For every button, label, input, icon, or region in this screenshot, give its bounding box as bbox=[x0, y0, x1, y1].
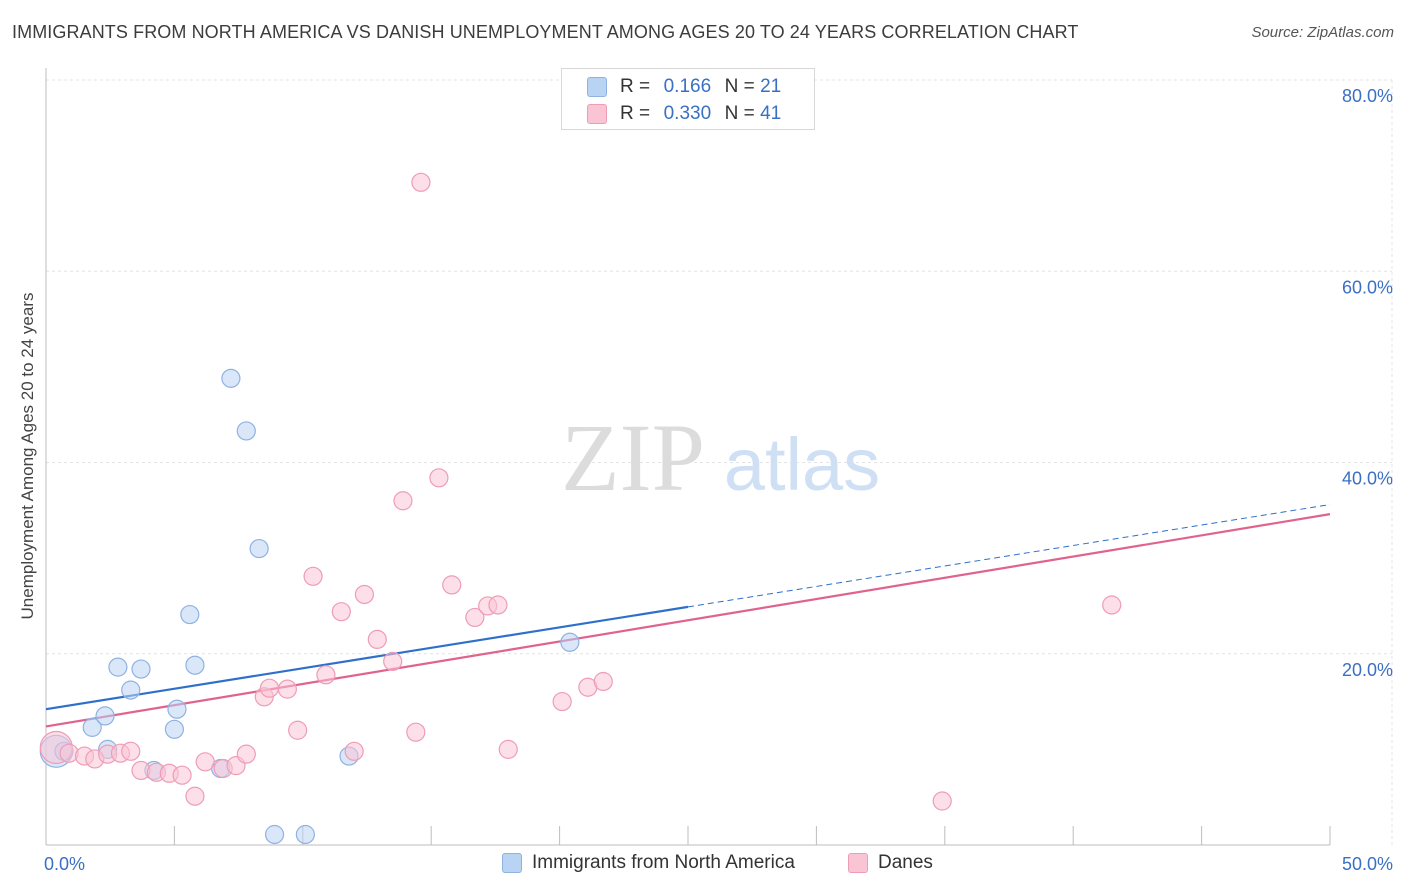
point-danes-17 bbox=[259, 678, 280, 698]
legend-item-danes[interactable]: Danes bbox=[848, 852, 933, 874]
point-immigrants-3 bbox=[82, 717, 102, 737]
point-danes-40 bbox=[1102, 595, 1122, 615]
watermark: ZIP atlas bbox=[561, 404, 880, 511]
legend-label-immigrants: Immigrants from North America bbox=[532, 852, 795, 873]
point-danes-11 bbox=[185, 786, 205, 806]
point-danes-23 bbox=[344, 741, 364, 761]
legend-text-immigrants: R = 0.166 N = 21 bbox=[620, 76, 782, 97]
point-danes-38 bbox=[593, 671, 613, 692]
point-danes-12 bbox=[195, 752, 215, 772]
legend-item-immigrants[interactable]: Immigrants from North America bbox=[502, 852, 795, 874]
trendline-immigrants bbox=[45, 605, 689, 711]
tick-labels: 20.0% 40.0% 60.0% 80.0% 0.0% 50.0% bbox=[44, 86, 1393, 874]
point-immigrants-20 bbox=[560, 632, 580, 652]
point-danes-6 bbox=[121, 741, 141, 761]
y-tick-label-60: 60.0% bbox=[1342, 277, 1393, 297]
point-immigrants-10 bbox=[167, 699, 187, 719]
trendline-immigrants-extension bbox=[687, 504, 1331, 608]
point-danes-29 bbox=[411, 172, 431, 192]
r-value-danes: 0.330 bbox=[663, 103, 712, 124]
point-danes-32 bbox=[465, 607, 485, 628]
point-immigrants-4 bbox=[95, 706, 115, 726]
y-tick-label-80: 80.0% bbox=[1342, 86, 1393, 106]
point-danes-10 bbox=[172, 765, 192, 785]
point-danes-27 bbox=[393, 491, 413, 511]
n-value-danes: 41 bbox=[760, 103, 782, 124]
point-danes-19 bbox=[288, 720, 308, 740]
point-immigrants-15 bbox=[236, 421, 256, 441]
point-immigrants-18 bbox=[295, 824, 315, 845]
point-immigrants-9 bbox=[164, 719, 184, 739]
point-immigrants-7 bbox=[131, 659, 151, 679]
point-immigrants-11 bbox=[180, 604, 200, 625]
point-danes-31 bbox=[442, 575, 462, 595]
point-danes-34 bbox=[488, 595, 508, 615]
point-danes-20 bbox=[303, 566, 323, 586]
y-axis-label: Unemployment Among Ages 20 to 24 years bbox=[18, 292, 37, 620]
point-immigrants-12 bbox=[185, 655, 205, 675]
point-immigrants-16 bbox=[249, 538, 269, 559]
point-danes-18 bbox=[277, 679, 297, 699]
legend-swatch-pink bbox=[587, 104, 607, 124]
legend-label-danes: Danes bbox=[878, 852, 933, 873]
watermark-zip: ZIP bbox=[561, 404, 705, 511]
source-label: Source: ZipAtlas.com bbox=[1251, 24, 1394, 41]
series-legend: Immigrants from North America Danes bbox=[0, 850, 1406, 878]
point-danes-25 bbox=[367, 629, 387, 650]
point-immigrants-17 bbox=[264, 824, 285, 845]
point-danes-22 bbox=[331, 602, 351, 622]
x-tick-label-max: 50.0% bbox=[1342, 854, 1393, 874]
y-tick-label-40: 40.0% bbox=[1342, 469, 1393, 489]
point-danes-26 bbox=[383, 651, 403, 672]
point-immigrants-14 bbox=[221, 368, 241, 388]
y-tick-label-20: 20.0% bbox=[1342, 660, 1393, 680]
point-immigrants-5 bbox=[108, 657, 128, 677]
point-danes-35 bbox=[498, 739, 518, 759]
point-immigrants-6 bbox=[121, 680, 141, 700]
n-value-immigrants: 21 bbox=[760, 76, 782, 97]
point-danes-21 bbox=[316, 665, 336, 685]
point-danes-24 bbox=[354, 584, 375, 605]
legend-swatch-blue bbox=[587, 77, 607, 97]
watermark-atlas: atlas bbox=[724, 423, 880, 506]
trendlines bbox=[45, 504, 1331, 728]
gridlines bbox=[46, 79, 1393, 845]
legend-swatch-danes bbox=[848, 853, 868, 873]
point-danes-36 bbox=[552, 691, 572, 712]
point-danes-39 bbox=[932, 791, 952, 811]
point-danes-28 bbox=[406, 722, 426, 742]
point-danes-30 bbox=[429, 468, 449, 488]
legend-swatch-immigrants bbox=[502, 853, 522, 873]
correlation-legend: R = 0.166 N = 21 R = 0.330 N = 41 bbox=[561, 68, 815, 130]
x-tick-label-min: 0.0% bbox=[44, 854, 85, 874]
point-danes-15 bbox=[236, 744, 256, 764]
data-points bbox=[39, 172, 1122, 845]
legend-text-danes: R = 0.330 N = 41 bbox=[620, 103, 782, 124]
trendline-danes bbox=[45, 513, 1331, 728]
r-value-immigrants: 0.166 bbox=[663, 76, 712, 97]
chart-title: IMMIGRANTS FROM NORTH AMERICA VS DANISH … bbox=[12, 22, 1079, 42]
